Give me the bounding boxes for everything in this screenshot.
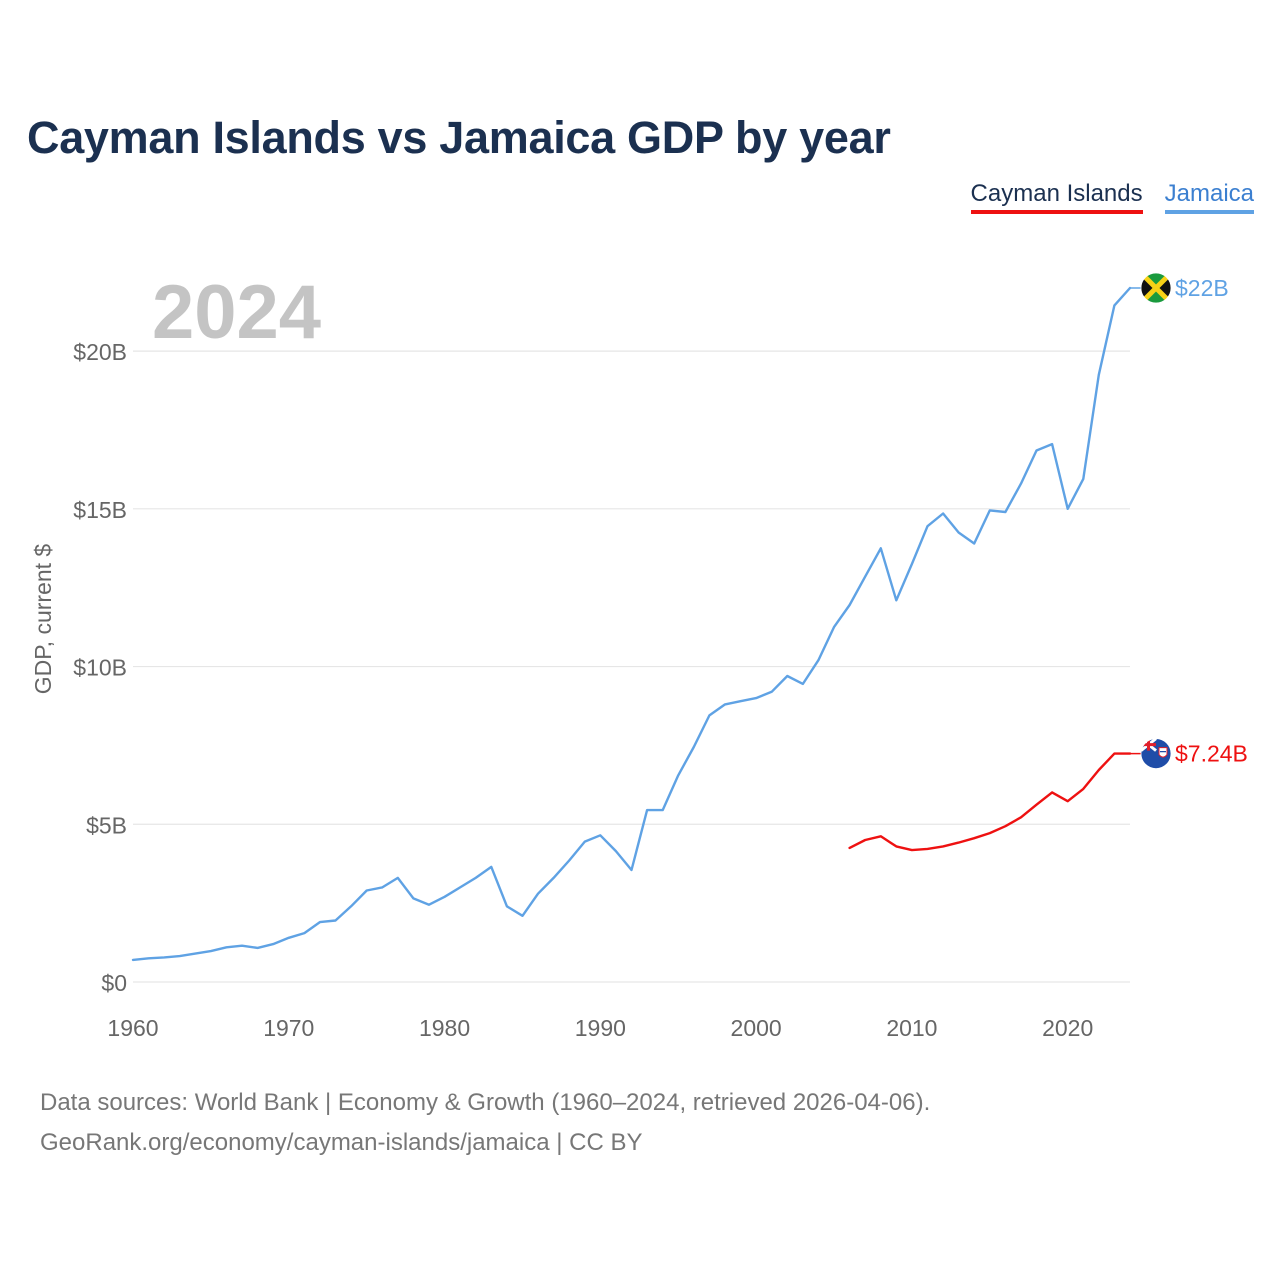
legend-item-cayman-islands[interactable]: Cayman Islands (970, 180, 1143, 214)
flag-canton-cross-h (1141, 743, 1156, 747)
chart-title: Cayman Islands vs Jamaica GDP by year (27, 112, 891, 163)
y-tick-label: $5B (86, 812, 127, 838)
year-watermark: 2024 (152, 270, 321, 355)
legend: Cayman Islands Jamaica (970, 180, 1254, 214)
footer-source-line: Data sources: World Bank | Economy & Gro… (40, 1089, 931, 1116)
y-tick-label: $15B (73, 497, 127, 523)
flag-ring (1140, 272, 1172, 304)
footer: Data sources: World Bank | Economy & Gro… (40, 1083, 930, 1163)
flag-body (1141, 273, 1171, 303)
y-tick-label: $10B (73, 655, 127, 681)
flag-shield (1158, 747, 1168, 758)
x-tick-label: 1960 (107, 1015, 158, 1041)
y-tick-label: $0 (101, 970, 127, 996)
gdp-line-chart: $0 $5B $10B $15B $20B 1960 1970 1980 1990 2000 201… (30, 270, 1248, 1041)
series-line-jamaica (131, 286, 1132, 962)
x-tick-label: 1980 (419, 1015, 470, 1041)
x-tick-label: 2020 (1042, 1015, 1093, 1041)
flag-black-right (1156, 273, 1171, 303)
x-tick-label: 1970 (263, 1015, 314, 1041)
series-line-cayman-islands (848, 752, 1132, 852)
legend-item-jamaica[interactable]: Jamaica (1164, 180, 1254, 214)
flag-black-left (1141, 273, 1156, 303)
flag-saltire-b (1141, 273, 1171, 303)
jamaica-flag (1140, 272, 1172, 304)
flag-body (1141, 738, 1171, 769)
flag-ring (1140, 738, 1172, 770)
x-tick-label: 2010 (886, 1015, 937, 1041)
end-label-jamaica: $22B (1175, 275, 1229, 301)
y-axis-title: GDP, current $ (30, 544, 56, 695)
x-tick-label: 1990 (575, 1015, 626, 1041)
y-tick-label: $20B (73, 339, 127, 365)
footer-link-line[interactable]: GeoRank.org/economy/cayman-islands/jamai… (40, 1129, 643, 1156)
cayman-islands-flag (1140, 738, 1172, 770)
end-label-cayman-islands: $7.24B (1175, 741, 1248, 767)
x-tick-label: 2000 (731, 1015, 782, 1041)
